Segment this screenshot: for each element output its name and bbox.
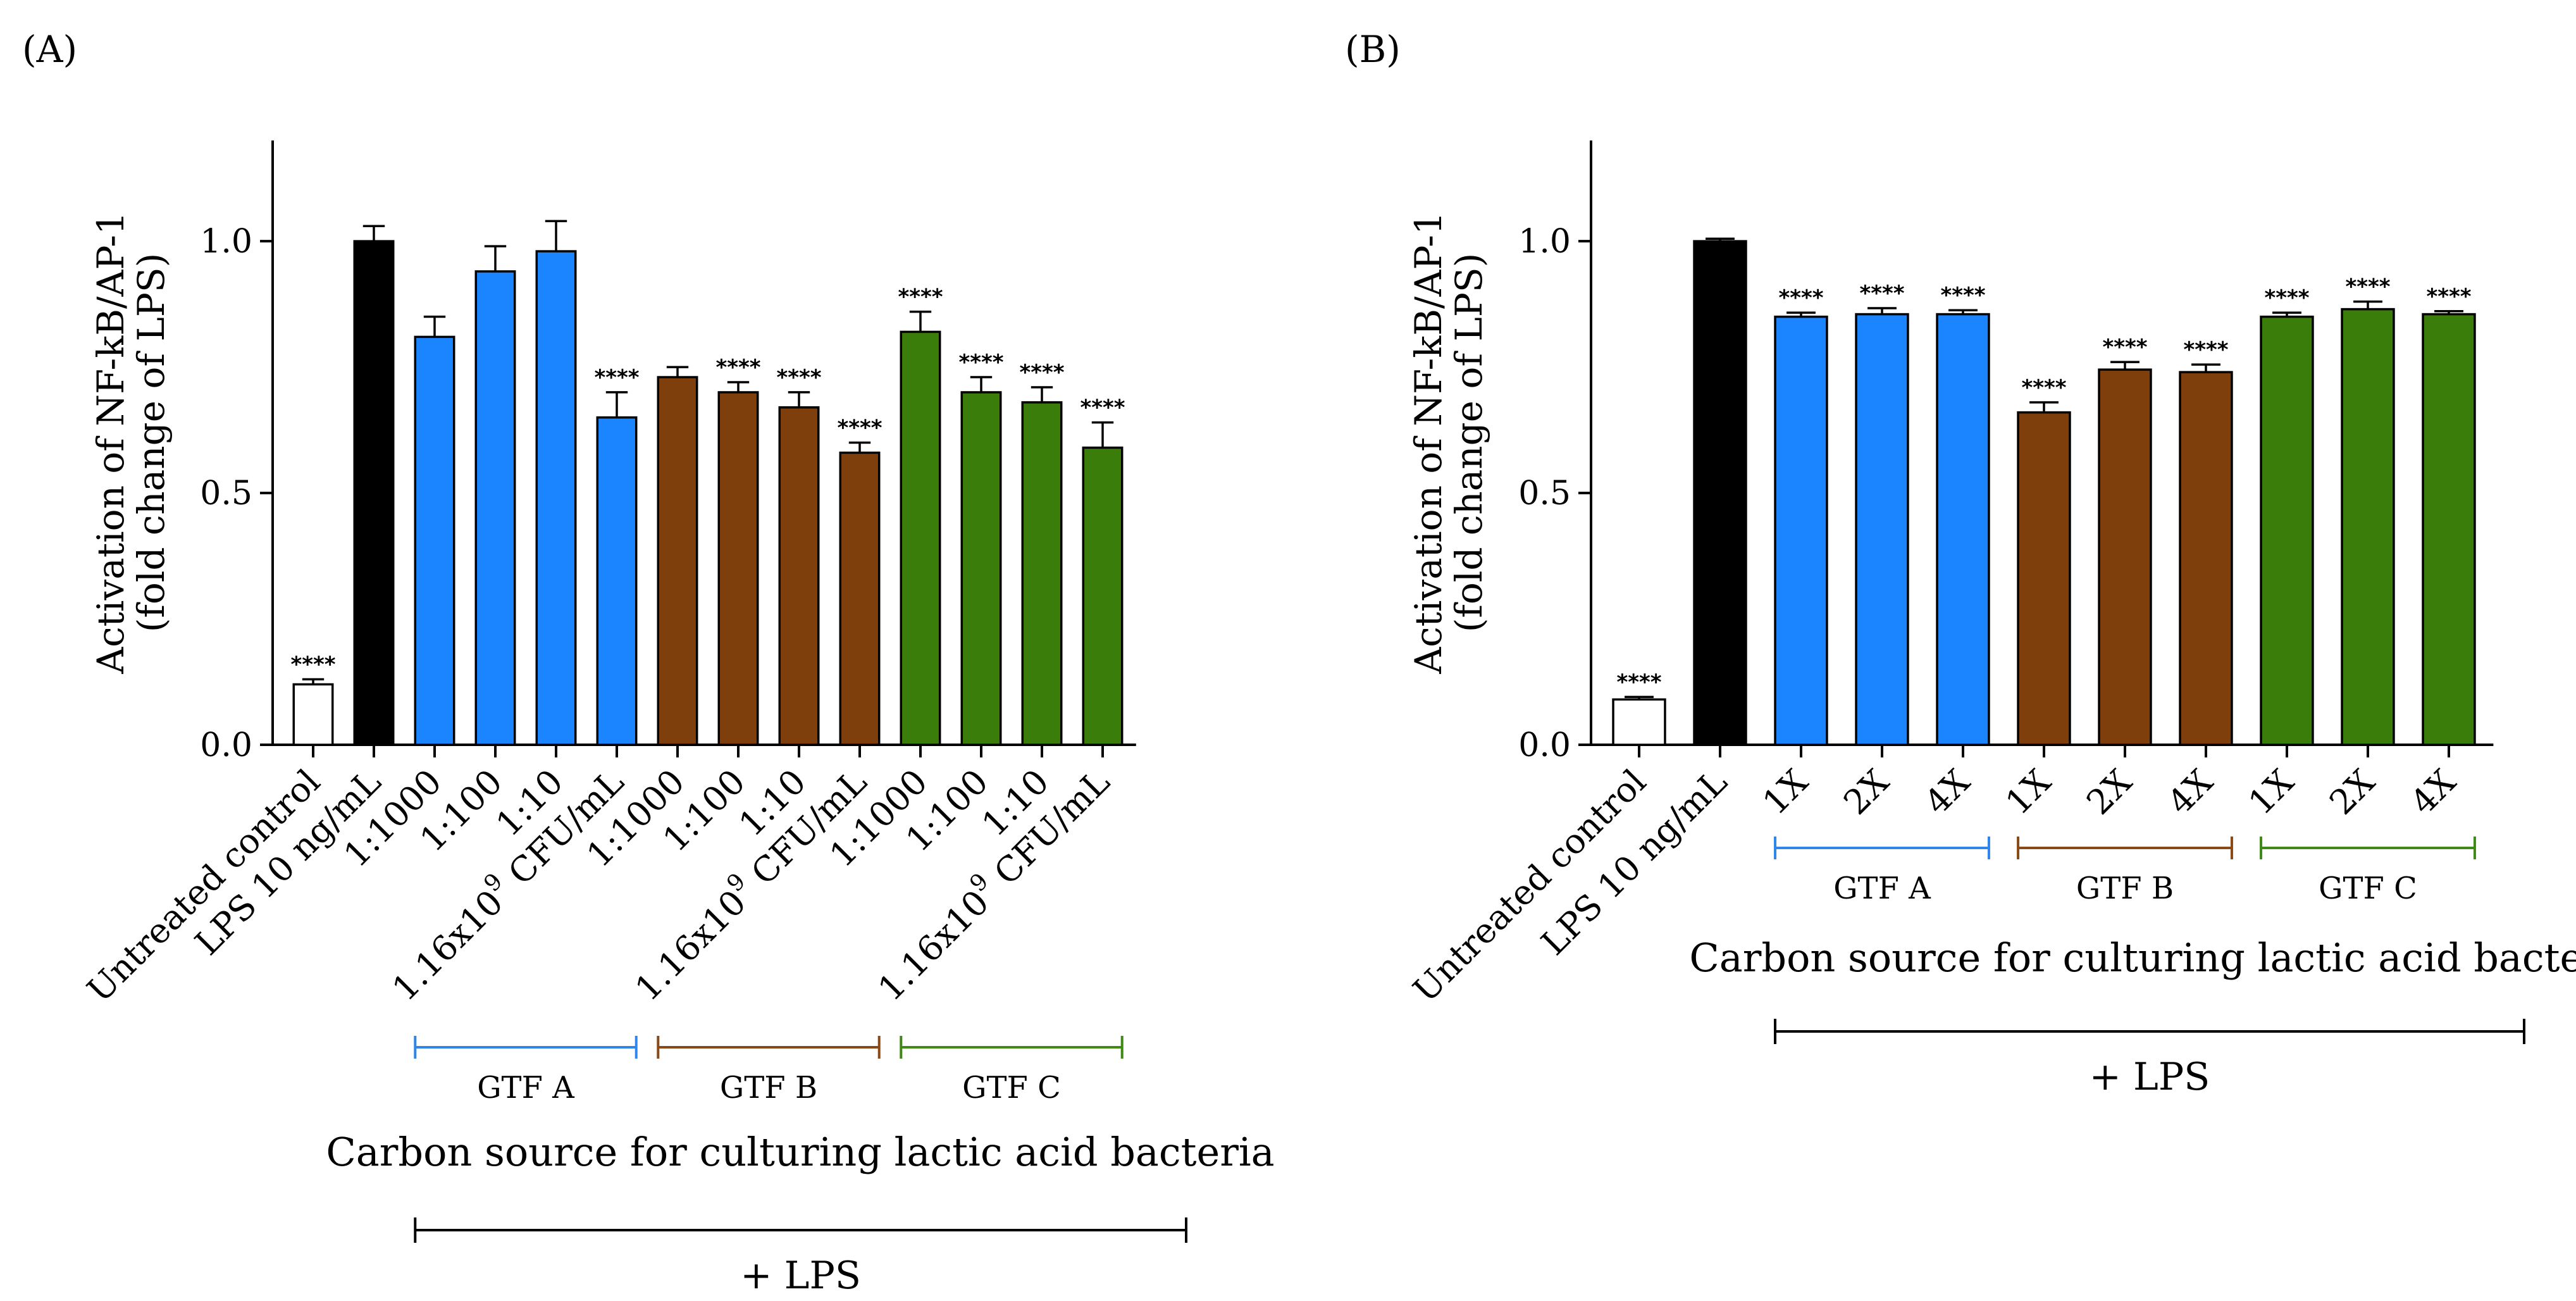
- a-category-label-base: 1.16x10: [628, 882, 754, 1009]
- a-y-tick-label: 0.0: [200, 726, 252, 764]
- b-significance-label: ****: [1940, 283, 1985, 308]
- a-bar: [414, 335, 455, 746]
- b-bar: [2098, 368, 2152, 746]
- a-bar: [292, 683, 334, 746]
- a-group-label: GTF A: [477, 1070, 575, 1105]
- b-bar: [2179, 371, 2233, 746]
- b-y-axis-title-line2: (fold change of LPS): [1447, 253, 1490, 633]
- b-category-label: 4X: [2403, 761, 2463, 822]
- b-category-label: 1X: [2241, 761, 2301, 822]
- a-bar: [960, 391, 1002, 746]
- a-significance-label: ****: [776, 365, 821, 390]
- a-category-label-base: 1.16x10: [870, 882, 997, 1009]
- a-group-label: GTF B: [720, 1070, 817, 1105]
- a-bar: [474, 270, 516, 746]
- a-significance-label: ****: [1080, 395, 1125, 421]
- b-bar: [2341, 308, 2395, 746]
- b-significance-label: ****: [1616, 669, 1661, 695]
- b-bar: [1774, 315, 1828, 746]
- a-bar: [535, 250, 577, 746]
- a-lps-label: + LPS: [740, 1254, 861, 1298]
- b-bar: [2260, 315, 2314, 746]
- a-significance-label: ****: [1019, 360, 1064, 385]
- a-y-axis-title-line2: (fold change of LPS): [130, 253, 173, 633]
- b-y-axis-title-line1: Activation of NF-kB/AP-1: [1407, 211, 1450, 675]
- b-y-tick-label: 0.5: [1518, 475, 1571, 513]
- a-bar: [900, 330, 941, 746]
- a-significance-label: ****: [898, 285, 943, 310]
- panel-b-chart: (B) Activation of NF-kB/AP-1(fold change …: [1345, 28, 2576, 1099]
- a-significance-label: ****: [290, 652, 335, 678]
- a-group-label: GTF C: [962, 1070, 1061, 1105]
- b-x-axis-title: Carbon source for culturing lactic acid …: [1689, 935, 2576, 981]
- a-significance-label: ****: [837, 416, 882, 441]
- panel-a-chart: (A) Activation of NF-kB/AP-1(fold change …: [22, 28, 1275, 1298]
- b-group-label: GTF A: [1833, 871, 1931, 906]
- a-bar: [596, 416, 638, 746]
- b-category-label: 4X: [2160, 761, 2220, 822]
- a-y-tick-label: 0.5: [200, 475, 252, 513]
- b-category-label: 2X: [2322, 761, 2382, 822]
- b-lps-label: + LPS: [2090, 1055, 2210, 1099]
- a-x-axis-title: Carbon source for culturing lactic acid …: [326, 1129, 1274, 1175]
- b-bar: [1693, 240, 1747, 746]
- b-category-label: 1X: [1998, 761, 2059, 822]
- b-significance-label: ****: [2021, 375, 2066, 401]
- b-bar: [2017, 411, 2071, 746]
- b-significance-label: ****: [1778, 285, 1823, 311]
- a-bar: [1082, 446, 1124, 746]
- b-significance-label: ****: [2102, 335, 2147, 360]
- b-significance-label: ****: [1859, 281, 1904, 306]
- a-bar: [353, 240, 395, 746]
- a-bar: [657, 376, 698, 746]
- a-significance-label: ****: [715, 355, 760, 380]
- b-y-tick-label: 0.0: [1518, 726, 1571, 764]
- a-bar: [717, 391, 759, 746]
- b-significance-label: ****: [2426, 284, 2471, 309]
- b-significance-label: ****: [2345, 275, 2390, 300]
- a-category-label-base: 1.16x10: [385, 882, 511, 1009]
- b-significance-label: ****: [2264, 285, 2309, 311]
- b-group-label: GTF B: [2076, 871, 2174, 906]
- b-panel-label: (B): [1345, 28, 1401, 71]
- a-panel-label: (A): [22, 28, 77, 71]
- b-significance-label: ****: [2183, 337, 2228, 363]
- a-bar: [839, 451, 881, 746]
- b-bar: [1855, 313, 1909, 746]
- b-category-label: 1X: [1755, 761, 1816, 822]
- b-y-axis-title: Activation of NF-kB/AP-1(fold change of …: [1407, 211, 1490, 675]
- b-category-label: 2X: [2079, 761, 2139, 822]
- a-significance-label: ****: [958, 350, 1003, 375]
- a-y-tick-label: 1.0: [200, 223, 252, 261]
- b-y-tick-label: 1.0: [1518, 223, 1571, 261]
- a-y-axis-title-line1: Activation of NF-kB/AP-1: [89, 211, 132, 675]
- a-significance-label: ****: [594, 365, 639, 390]
- b-group-label: GTF C: [2319, 871, 2417, 906]
- b-bar: [1936, 313, 1990, 746]
- b-category-label: 2X: [1836, 761, 1897, 822]
- a-y-axis-title: Activation of NF-kB/AP-1(fold change of …: [89, 211, 173, 675]
- a-bar: [1021, 401, 1063, 746]
- b-bar: [2422, 313, 2476, 746]
- b-bar: [1612, 698, 1666, 746]
- a-bar: [778, 406, 820, 746]
- b-category-label: 4X: [1917, 761, 1978, 822]
